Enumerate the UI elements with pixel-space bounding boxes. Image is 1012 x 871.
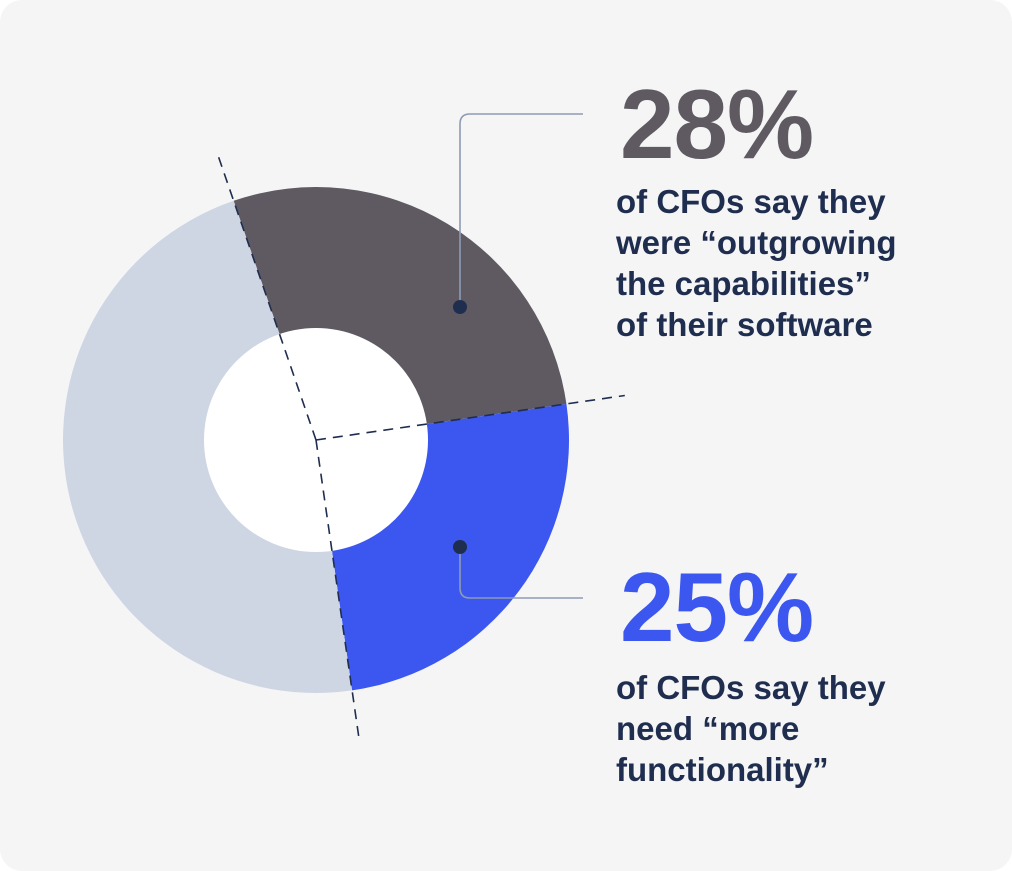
stat-28-line: were “outgrowing [616,224,897,261]
stat-28-line: of CFOs say they [616,183,886,220]
stat-25-description: of CFOs say they need “more functionalit… [616,667,886,790]
callout-connector-line [459,547,583,599]
dashed-guide-line [315,394,625,441]
stat-25-percent: 25% [620,552,814,662]
stat-28-line: of their software [616,306,873,343]
callout-connector-line [459,113,583,307]
stat-28-line: the capabilities” [616,265,871,302]
stat-28-percent: 28% [620,69,814,179]
stat-28-description: of CFOs say they were “outgrowing the ca… [616,181,897,345]
stat-25-line: need “more [616,710,800,747]
callout-dot [453,300,467,314]
guide-lines [215,151,625,742]
connectors-layer [453,113,583,599]
stat-25-line: functionality” [616,751,829,788]
stat-25-line: of CFOs say they [616,669,886,706]
callout-dot [453,540,467,554]
